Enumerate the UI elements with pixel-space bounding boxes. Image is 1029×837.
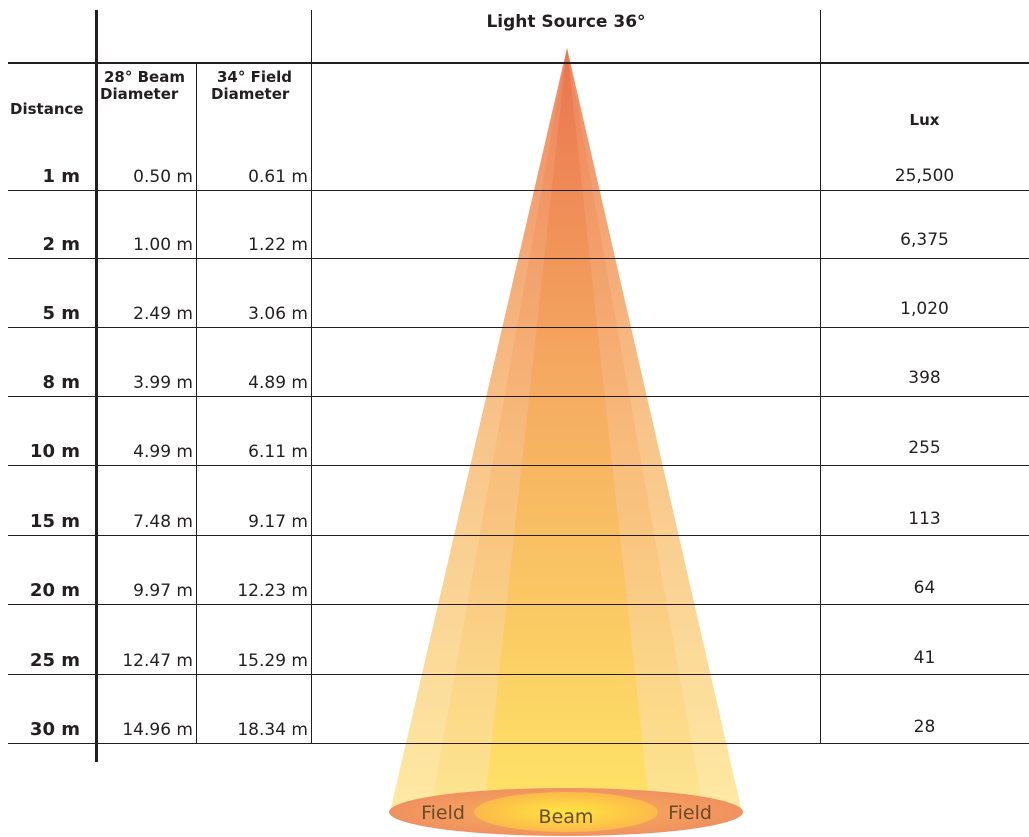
beam-diameter-cell: 9.97 m	[133, 581, 193, 601]
row-rule	[8, 674, 1029, 675]
field-column-divider	[311, 10, 312, 744]
lux-header: Lux	[909, 111, 940, 129]
row-rule	[8, 396, 1029, 397]
beam-diameter-cell: 12.47 m	[122, 651, 193, 671]
row-rule	[8, 327, 1029, 328]
distance-cell: 8 m	[42, 372, 80, 393]
field-right-label: Field	[668, 802, 712, 824]
row-rule	[8, 465, 1029, 466]
beam-diameter-cell: 2.49 m	[133, 304, 193, 324]
distance-cell: 15 m	[29, 511, 80, 532]
field-diameter-cell: 0.61 m	[248, 167, 308, 187]
beam-diameter-cell: 0.50 m	[133, 167, 193, 187]
field-left-label: Field	[421, 802, 465, 824]
field-header-line1: 34° Field	[217, 68, 293, 86]
lux-cell: 41	[913, 648, 936, 668]
lux-cell: 398	[908, 368, 941, 388]
beam-diameter-cell: 1.00 m	[133, 235, 193, 255]
beam-diameter-cell: 4.99 m	[133, 442, 193, 462]
field-header-line2: Diameter	[211, 85, 290, 103]
distance-cell: 25 m	[29, 650, 80, 671]
beam-header-line1: 28° Beam	[104, 68, 185, 86]
field-diameter-cell: 4.89 m	[248, 373, 308, 393]
distance-column-divider	[95, 10, 98, 762]
lux-cell: 1,020	[900, 299, 949, 319]
beam-diameter-cell: 7.48 m	[133, 512, 193, 532]
field-diameter-cell: 1.22 m	[248, 235, 308, 255]
beam-diameter-cell: 14.96 m	[122, 720, 193, 740]
distance-cell: 2 m	[42, 234, 80, 255]
beam-cone	[484, 48, 650, 812]
field-diameter-cell: 12.23 m	[237, 581, 308, 601]
row-rule	[8, 190, 1029, 191]
field-diameter-cell: 9.17 m	[248, 512, 308, 532]
distance-header: Distance	[10, 100, 84, 118]
field-diameter-cell: 18.34 m	[237, 720, 308, 740]
lux-cell: 6,375	[900, 230, 949, 250]
lux-cell: 28	[913, 717, 936, 737]
beam-header-line2: Diameter	[100, 85, 179, 103]
row-rule	[8, 535, 1029, 536]
distance-cell: 1 m	[42, 166, 80, 187]
beam-diameter-cell: 3.99 m	[133, 373, 193, 393]
distance-cell: 10 m	[29, 441, 80, 462]
beam-ellipse	[474, 792, 658, 832]
field-diameter-cell: 6.11 m	[248, 442, 308, 462]
row-rule	[8, 258, 1029, 259]
distance-cell: 20 m	[29, 580, 80, 601]
beam-column-divider	[196, 64, 197, 744]
lux-column-divider	[820, 10, 821, 744]
beam-label: Beam	[539, 806, 594, 828]
lux-cell: 25,500	[894, 166, 955, 186]
lux-cell: 64	[913, 578, 936, 598]
row-rule	[8, 743, 1029, 744]
distance-cell: 5 m	[42, 303, 80, 324]
field-diameter-cell: 3.06 m	[248, 304, 308, 324]
header-top-rule	[8, 62, 1029, 64]
field-diameter-cell: 15.29 m	[237, 651, 308, 671]
lux-cell: 255	[908, 438, 941, 458]
lux-cell: 113	[908, 509, 941, 529]
row-rule	[8, 604, 1029, 605]
distance-cell: 30 m	[29, 719, 80, 740]
light-source-title: Light Source 36°	[486, 12, 646, 32]
